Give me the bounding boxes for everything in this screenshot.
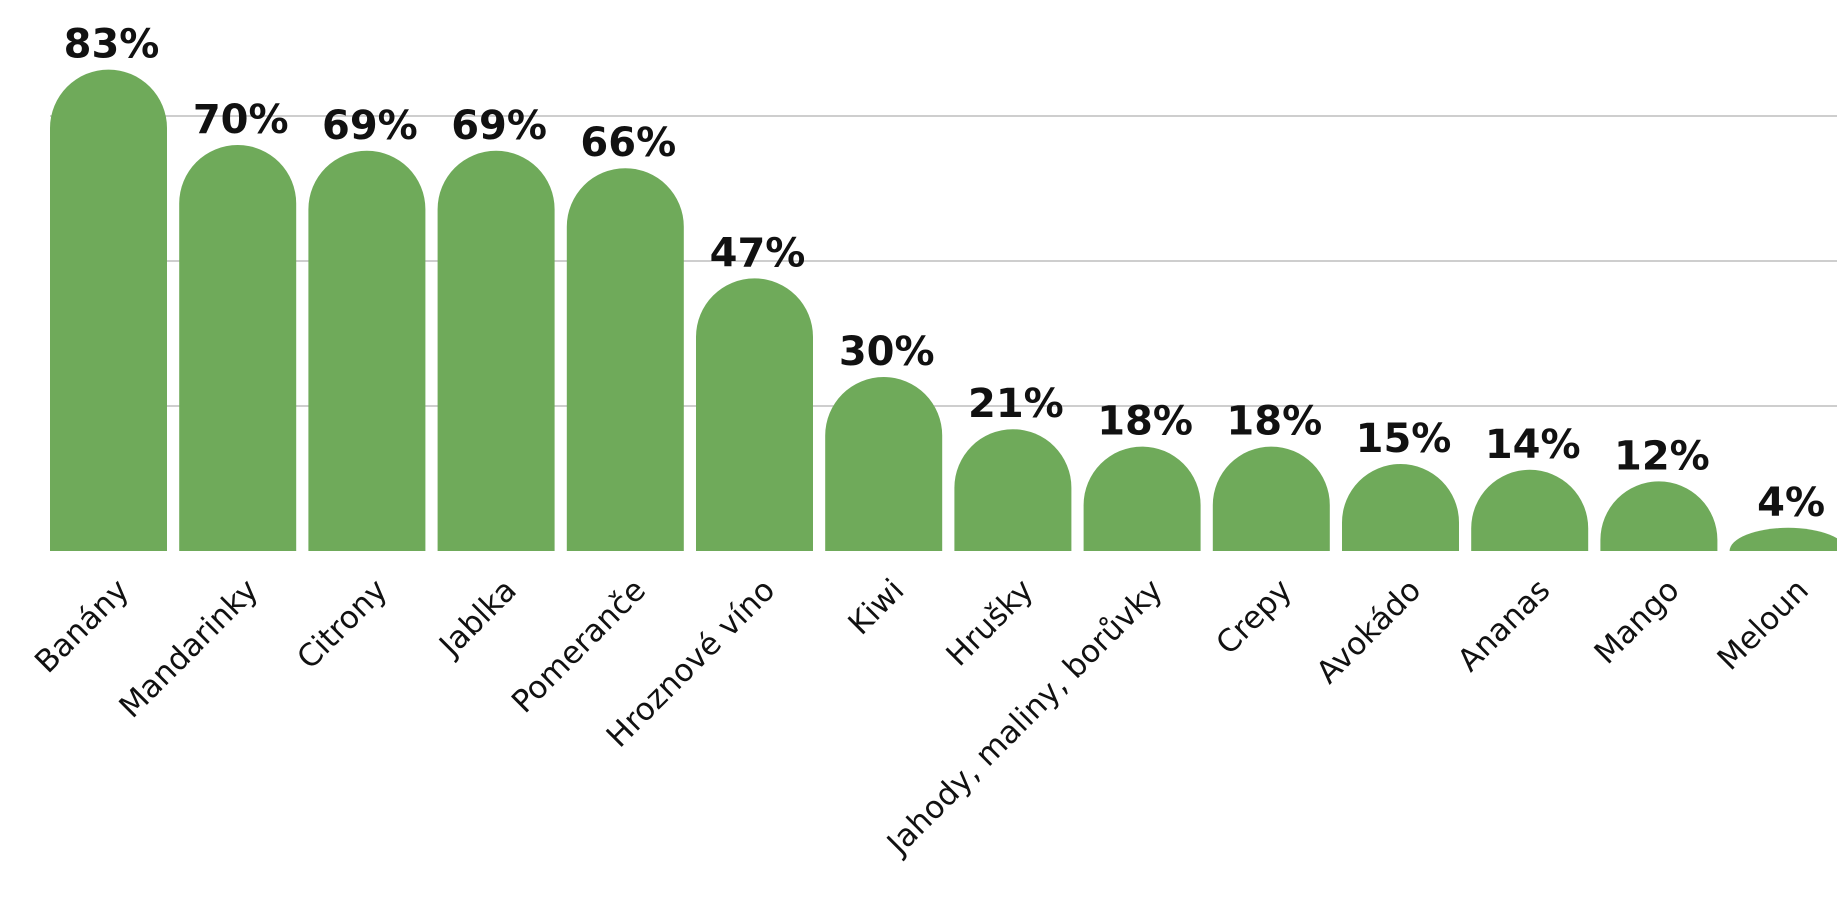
bar [1729,527,1837,551]
category-label: Crepy [1209,572,1299,662]
category-label: Banány [28,572,136,680]
bar [1212,446,1330,551]
value-label: 66% [580,120,676,166]
category-label: Hrušky [939,572,1040,673]
value-label: 70% [193,97,289,143]
value-label: 12% [1614,433,1710,479]
value-label: 14% [1485,422,1581,468]
value-label: 4% [1757,480,1825,526]
category-label: Jablka [431,572,524,665]
category-label: Ananas [1451,572,1558,679]
category-label: Mandarinky [112,572,265,725]
category-label: Avokádo [1310,572,1429,691]
value-label: 83% [64,22,160,68]
bar [825,377,943,551]
value-label: 18% [1097,399,1193,445]
bar [1342,464,1459,551]
bar [437,150,555,552]
bar [50,69,167,551]
value-label: 69% [322,103,418,149]
category-label: Meloun [1711,572,1816,677]
category-label: Mango [1588,572,1687,671]
bar [1600,481,1718,551]
bar [308,150,426,552]
value-label: 15% [1356,416,1452,462]
category-label: Citrony [290,572,394,676]
value-label: 18% [1226,399,1322,445]
value-label: 21% [968,381,1064,427]
bar [1471,469,1589,551]
value-label: 69% [451,103,547,149]
category-label: Jahody, maliny, borůvky [879,572,1170,863]
bar [696,278,813,551]
bar [566,168,684,551]
value-label: 47% [710,230,806,276]
bar [1083,446,1201,551]
bar [954,429,1072,551]
bar [179,145,297,551]
value-label: 30% [839,329,935,375]
category-label: Kiwi [841,572,911,642]
